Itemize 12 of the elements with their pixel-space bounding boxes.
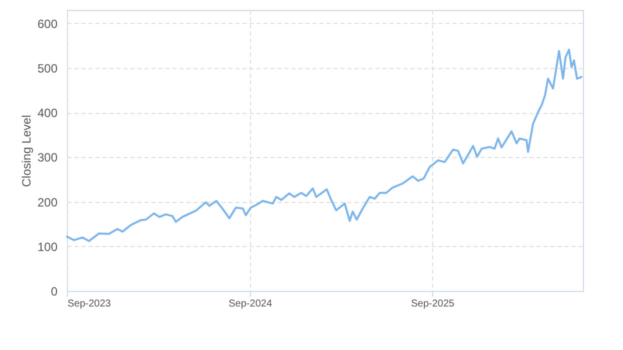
y-tick-label: 400 — [37, 106, 58, 120]
y-tick-label: 500 — [37, 61, 58, 76]
y-tick-label: 600 — [37, 16, 58, 31]
y-axis-title: Closing Level — [19, 114, 34, 188]
y-tick-label: 0 — [50, 284, 58, 298]
x-tick-label: Sep-2025 — [410, 298, 455, 310]
y-tick-label: 200 — [37, 195, 58, 210]
x-tick-label: Sep-2023 — [68, 298, 112, 310]
y-tick-label: 100 — [37, 240, 58, 254]
x-tick-label: Sep-2024 — [228, 298, 272, 310]
line-series — [66, 48, 582, 242]
y-tick-label: 300 — [37, 150, 58, 165]
